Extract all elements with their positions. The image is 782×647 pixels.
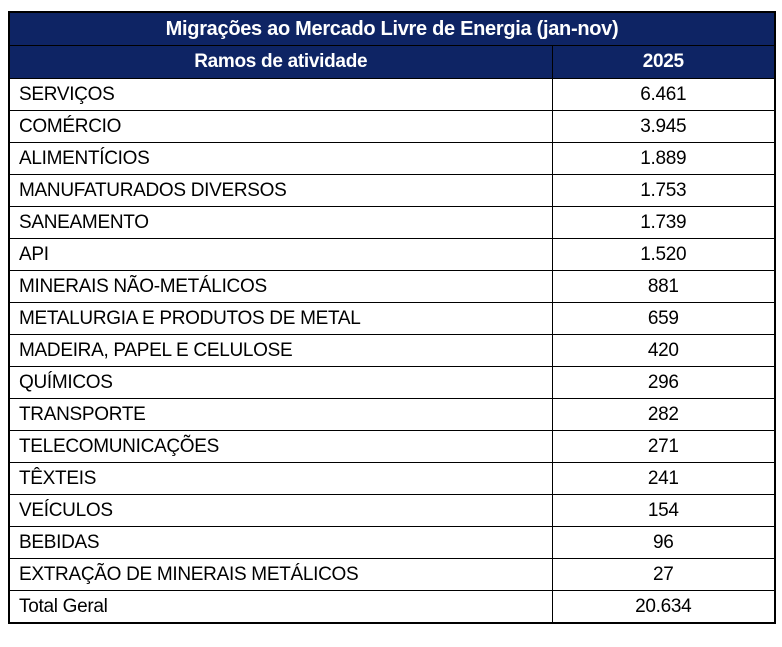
sector-cell: API (8, 238, 553, 271)
total-label-cell: Total Geral (8, 590, 553, 624)
value-cell: 1.753 (551, 174, 776, 207)
value-cell: 282 (551, 398, 776, 431)
total-row: Total Geral 20.634 (8, 590, 776, 624)
sector-cell: TÊXTEIS (8, 462, 553, 495)
table-row: COMÉRCIO 3.945 (8, 110, 776, 143)
sector-cell: METALURGIA E PRODUTOS DE METAL (8, 302, 553, 335)
column-header-2025: 2025 (551, 45, 776, 79)
sector-cell: ALIMENTÍCIOS (8, 142, 553, 175)
table-row: API 1.520 (8, 238, 776, 271)
sector-cell: SERVIÇOS (8, 78, 553, 111)
sector-cell: EXTRAÇÃO DE MINERAIS METÁLICOS (8, 558, 553, 591)
value-cell: 881 (551, 270, 776, 303)
table-row: EXTRAÇÃO DE MINERAIS METÁLICOS 27 (8, 558, 776, 591)
table-row: MANUFATURADOS DIVERSOS 1.753 (8, 174, 776, 207)
table-row: TÊXTEIS 241 (8, 462, 776, 495)
value-cell: 271 (551, 430, 776, 463)
value-cell: 1.889 (551, 142, 776, 175)
table-row: SERVIÇOS 6.461 (8, 78, 776, 111)
value-cell: 420 (551, 334, 776, 367)
value-cell: 659 (551, 302, 776, 335)
value-cell: 6.461 (551, 78, 776, 111)
value-cell: 154 (551, 494, 776, 527)
sector-cell: TELECOMUNICAÇÕES (8, 430, 553, 463)
value-cell: 3.945 (551, 110, 776, 143)
sector-cell: BEBIDAS (8, 526, 553, 559)
sector-cell: SANEAMENTO (8, 206, 553, 239)
table-row: BEBIDAS 96 (8, 526, 776, 559)
migrations-table: Migrações ao Mercado Livre de Energia (j… (8, 11, 777, 624)
table-title: Migrações ao Mercado Livre de Energia (j… (8, 11, 776, 46)
table-row: TRANSPORTE 282 (8, 398, 776, 431)
table-header-row: Ramos de atividade 2025 (8, 45, 776, 79)
total-value-cell: 20.634 (551, 590, 776, 624)
table-row: SANEAMENTO 1.739 (8, 206, 776, 239)
sector-cell: QUÍMICOS (8, 366, 553, 399)
column-header-sector: Ramos de atividade (8, 45, 553, 79)
value-cell: 1.739 (551, 206, 776, 239)
value-cell: 296 (551, 366, 776, 399)
table-title-row: Migrações ao Mercado Livre de Energia (j… (8, 11, 776, 46)
table-row: QUÍMICOS 296 (8, 366, 776, 399)
sector-cell: MANUFATURADOS DIVERSOS (8, 174, 553, 207)
table-row: VEÍCULOS 154 (8, 494, 776, 527)
table-row: MINERAIS NÃO-METÁLICOS 881 (8, 270, 776, 303)
sector-cell: COMÉRCIO (8, 110, 553, 143)
table-row: TELECOMUNICAÇÕES 271 (8, 430, 776, 463)
value-cell: 1.520 (551, 238, 776, 271)
sector-cell: TRANSPORTE (8, 398, 553, 431)
sector-cell: VEÍCULOS (8, 494, 553, 527)
table-body: SERVIÇOS 6.461 COMÉRCIO 3.945 ALIMENTÍCIOS 1.… (8, 78, 776, 624)
table-row: ALIMENTÍCIOS 1.889 (8, 142, 776, 175)
table-row: MADEIRA, PAPEL E CELULOSE 420 (8, 334, 776, 367)
value-cell: 96 (551, 526, 776, 559)
table-row: METALURGIA E PRODUTOS DE METAL 659 (8, 302, 776, 335)
value-cell: 27 (551, 558, 776, 591)
value-cell: 241 (551, 462, 776, 495)
sector-cell: MINERAIS NÃO-METÁLICOS (8, 270, 553, 303)
sector-cell: MADEIRA, PAPEL E CELULOSE (8, 334, 553, 367)
